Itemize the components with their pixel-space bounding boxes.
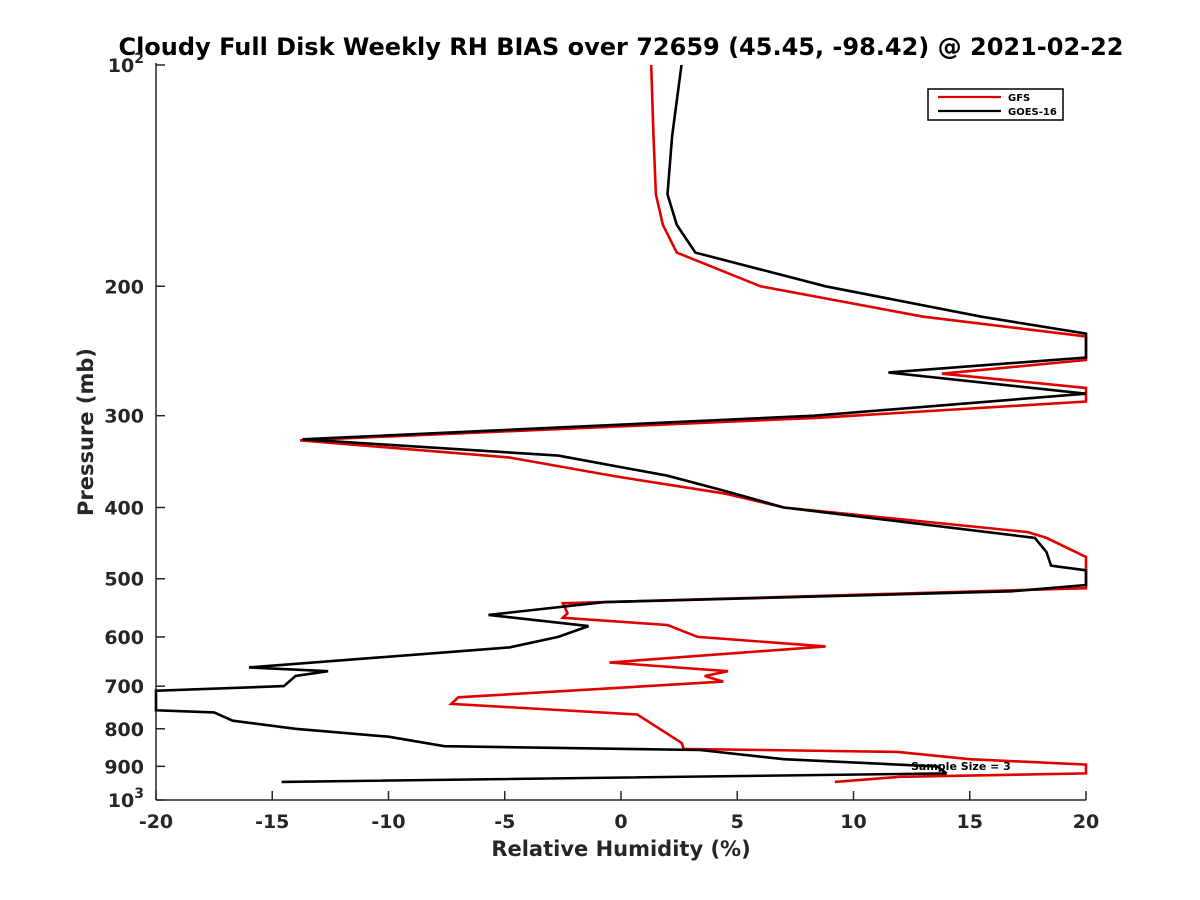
x-tick-label: -20 [139, 811, 173, 833]
x-tick-label: -5 [494, 811, 515, 833]
y-tick-label: 300 [104, 406, 144, 428]
x-tick-label: 20 [1073, 811, 1099, 833]
x-axis-label: Relative Humidity (%) [491, 837, 750, 861]
x-tick-label: 5 [731, 811, 744, 833]
x-tick-label: -15 [255, 811, 289, 833]
series-line-gfs [299, 64, 1088, 784]
y-tick-label: 102 [108, 51, 144, 77]
y-tick-label: 400 [104, 498, 144, 520]
x-tick-label: 0 [614, 811, 627, 833]
y-tick-label: 103 [108, 786, 144, 812]
x-tick-label: 15 [957, 811, 983, 833]
y-axis-label: Pressure (mb) [74, 348, 98, 516]
series-line-goes-16 [154, 64, 1088, 784]
series-layer [154, 64, 1088, 784]
y-tick-label: 900 [104, 756, 144, 778]
legend: GFS GOES-16 [927, 88, 1064, 121]
y-tick-label: 600 [104, 627, 144, 649]
plot-area [155, 63, 1086, 801]
ticks-layer: -20 -15 -10 -5 0 5 10 15 20 102 200 300 400 500 600 700… [104, 51, 1099, 833]
sample-size-annotation: Sample Size = 3 [911, 760, 1011, 773]
x-tick-label: 10 [840, 811, 866, 833]
y-tick-label: 200 [104, 276, 144, 298]
legend-box [927, 88, 1064, 121]
x-tick-label: -10 [371, 811, 405, 833]
y-tick-label: 500 [104, 569, 144, 591]
legend-label-gfs: GFS [1008, 93, 1030, 104]
y-tick-label: 700 [104, 676, 144, 698]
chart-title: Cloudy Full Disk Weekly RH BIAS over 726… [118, 33, 1123, 61]
legend-label-goes16: GOES-16 [1008, 107, 1057, 118]
y-tick-label: 800 [104, 719, 144, 741]
